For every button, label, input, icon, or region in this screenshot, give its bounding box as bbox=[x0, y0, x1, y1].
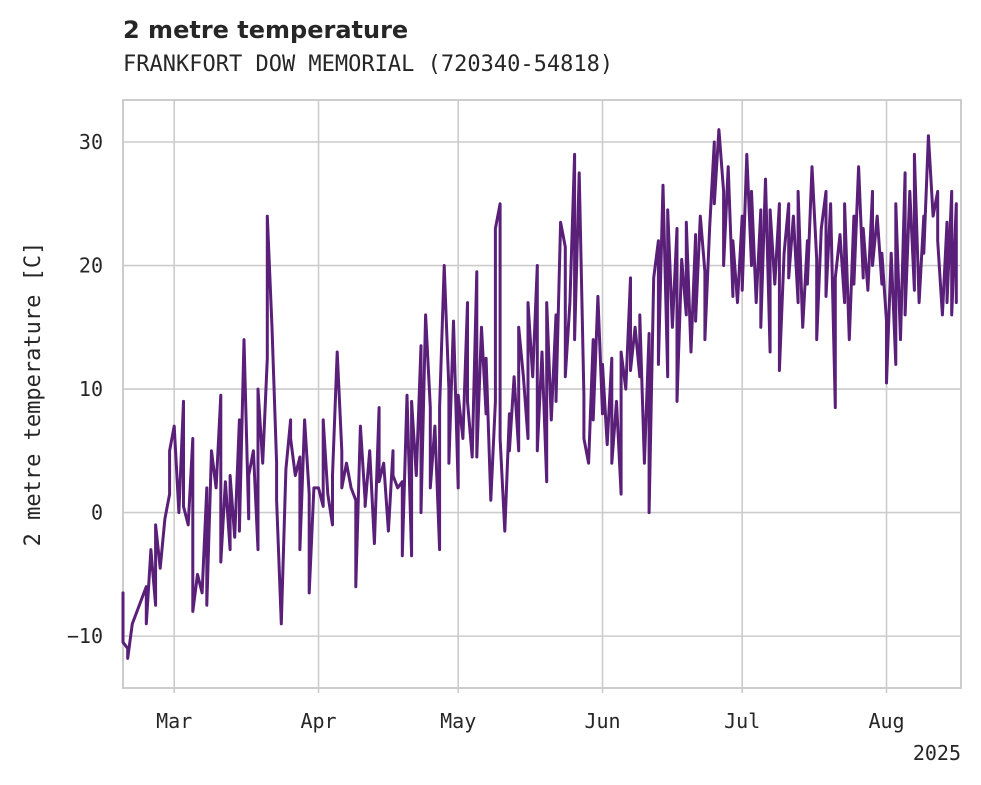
y-axis-label: 2 metre temperature [C] bbox=[21, 242, 46, 547]
y-tick-label: 30 bbox=[79, 130, 103, 154]
y-tick-label: 0 bbox=[91, 501, 103, 525]
series-layer bbox=[121, 128, 958, 660]
y-axis-ticks: −10 0 10 20 30 bbox=[67, 130, 103, 648]
x-tick-label: Jul bbox=[724, 709, 760, 733]
y-tick-label: −10 bbox=[67, 624, 103, 648]
x-tick-label: Aug bbox=[868, 709, 904, 733]
x-axis-ticks: Mar Apr May Jun Jul Aug bbox=[156, 688, 905, 733]
y-tick-label: 20 bbox=[79, 254, 103, 278]
temperature-series-line bbox=[121, 128, 958, 660]
x-year-label: 2025 bbox=[913, 741, 961, 765]
x-tick-label: Apr bbox=[300, 709, 336, 733]
chart-subtitle: FRANKFORT DOW MEMORIAL (720340-54818) bbox=[123, 52, 614, 77]
x-tick-label: Jun bbox=[584, 709, 620, 733]
chart-title: 2 metre temperature bbox=[123, 16, 409, 44]
x-tick-label: Mar bbox=[156, 709, 192, 733]
y-tick-label: 10 bbox=[79, 377, 103, 401]
x-tick-label: May bbox=[440, 709, 476, 733]
plot-frame bbox=[122, 99, 962, 689]
